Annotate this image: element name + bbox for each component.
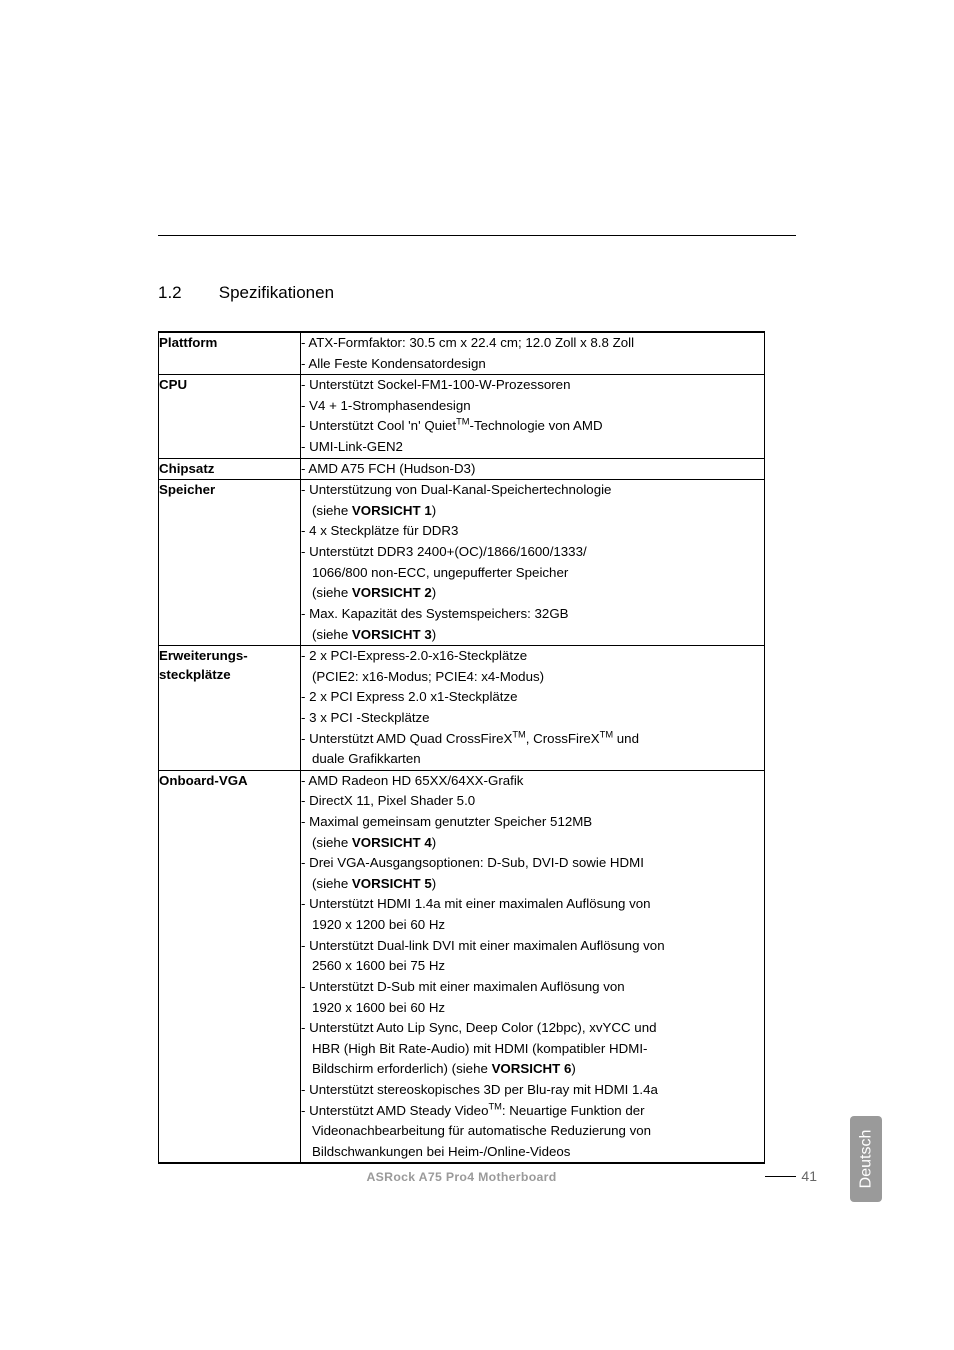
spec-value-line: (siehe VORSICHT 4): [301, 833, 764, 854]
language-tab-label: Deutsch: [857, 1130, 875, 1189]
spec-value-line: 1920 x 1600 bei 60 Hz: [301, 998, 764, 1019]
section-number: 1.2: [158, 283, 214, 303]
spec-label-cell: Chipsatz: [159, 458, 301, 480]
spec-value-line: - Unterstützt DDR3 2400+(OC)/1866/1600/1…: [301, 542, 764, 563]
spec-value-line: - Unterstützt Auto Lip Sync, Deep Color …: [301, 1018, 764, 1039]
spec-value-line: - Unterstützt stereoskopisches 3D per Bl…: [301, 1080, 764, 1101]
spec-value-line: (siehe VORSICHT 2): [301, 583, 764, 604]
spec-value-line: - 3 x PCI -Steckplätze: [301, 708, 764, 729]
spec-value-line: - AMD A75 FCH (Hudson-D3): [301, 459, 764, 480]
spec-value-line: Bildschwankungen bei Heim-/Online-Videos: [301, 1142, 764, 1163]
spec-value-line: 2560 x 1600 bei 75 Hz: [301, 956, 764, 977]
spec-value-line: - 2 x PCI-Express-2.0-x16-Steckplätze: [301, 646, 764, 667]
table-row: Chipsatz- AMD A75 FCH (Hudson-D3): [159, 458, 765, 480]
spec-value-line: - Unterstützt HDMI 1.4a mit einer maxima…: [301, 894, 764, 915]
spec-value-line: - Unterstützt Sockel-FM1-100-W-Prozessor…: [301, 375, 764, 396]
spec-value-line: (siehe VORSICHT 3): [301, 625, 764, 646]
table-row: Onboard-VGA- AMD Radeon HD 65XX/64XX-Gra…: [159, 770, 765, 1163]
spec-value-line: - ATX-Formfaktor: 30.5 cm x 22.4 cm; 12.…: [301, 333, 764, 354]
spec-value-line: - Unterstützt D-Sub mit einer maximalen …: [301, 977, 764, 998]
table-row: Plattform- ATX-Formfaktor: 30.5 cm x 22.…: [159, 332, 765, 375]
table-row: Erweiterungs-steckplätze- 2 x PCI-Expres…: [159, 646, 765, 771]
spec-value-line: - 2 x PCI Express 2.0 x1-Steckplätze: [301, 687, 764, 708]
spec-label-cell: Erweiterungs-steckplätze: [159, 646, 301, 771]
spec-value-cell: - AMD A75 FCH (Hudson-D3): [301, 458, 765, 480]
spec-label-cell: Speicher: [159, 480, 301, 646]
spec-label-cell: CPU: [159, 375, 301, 458]
spec-value-line: - Max. Kapazität des Systemspeichers: 32…: [301, 604, 764, 625]
spec-value-line: - Unterstützt AMD Quad CrossFireXTM, Cro…: [301, 729, 764, 750]
spec-value-line: - Maximal gemeinsam genutzter Speicher 5…: [301, 812, 764, 833]
spec-value-line: Bildschirm erforderlich) (siehe VORSICHT…: [301, 1059, 764, 1080]
page-footer: 41 ASRock A75 Pro4 Motherboard: [158, 1164, 765, 1184]
spec-value-line: 1920 x 1200 bei 60 Hz: [301, 915, 764, 936]
spec-value-line: - UMI-Link-GEN2: [301, 437, 764, 458]
spec-value-line: (PCIE2: x16-Modus; PCIE4: x4-Modus): [301, 667, 764, 688]
spec-value-cell: - AMD Radeon HD 65XX/64XX-Grafik- Direct…: [301, 770, 765, 1163]
spec-value-cell: - 2 x PCI-Express-2.0-x16-Steckplätze(PC…: [301, 646, 765, 771]
spec-value-line: Videonachbearbeitung für automatische Re…: [301, 1121, 764, 1142]
spec-value-line: - Drei VGA-Ausgangsoptionen: D-Sub, DVI-…: [301, 853, 764, 874]
spec-value-line: - Alle Feste Kondensatordesign: [301, 354, 764, 375]
spec-label-cell: Onboard-VGA: [159, 770, 301, 1163]
page-number: 41: [801, 1168, 817, 1184]
spec-value-line: (siehe VORSICHT 1): [301, 501, 764, 522]
spec-value-line: 1066/800 non-ECC, ungepufferter Speicher: [301, 563, 764, 584]
spec-value-line: duale Grafikkarten: [301, 749, 764, 770]
spec-value-cell: - Unterstützt Sockel-FM1-100-W-Prozessor…: [301, 375, 765, 458]
table-row: CPU- Unterstützt Sockel-FM1-100-W-Prozes…: [159, 375, 765, 458]
spec-value-cell: - ATX-Formfaktor: 30.5 cm x 22.4 cm; 12.…: [301, 332, 765, 375]
spec-value-line: - V4 + 1-Stromphasendesign: [301, 396, 764, 417]
spec-label-cell: Plattform: [159, 332, 301, 375]
spec-value-cell: - Unterstützung von Dual-Kanal-Speichert…: [301, 480, 765, 646]
spec-value-line: - Unterstützt AMD Steady VideoTM: Neuart…: [301, 1101, 764, 1122]
spec-table: Plattform- ATX-Formfaktor: 30.5 cm x 22.…: [158, 331, 765, 1164]
document-page: 1.2 Spezifikationen Plattform- ATX-Formf…: [0, 0, 954, 1350]
spec-value-line: - Unterstützt Dual-link DVI mit einer ma…: [301, 936, 764, 957]
footer-product-name: ASRock A75 Pro4 Motherboard: [158, 1164, 765, 1184]
spec-value-line: (siehe VORSICHT 5): [301, 874, 764, 895]
footer-rule: [765, 1176, 796, 1177]
spec-value-line: - Unterstützt Cool 'n' QuietTM-Technolog…: [301, 416, 764, 437]
language-tab: Deutsch: [850, 1116, 882, 1202]
spec-value-line: - Unterstützung von Dual-Kanal-Speichert…: [301, 480, 764, 501]
section-heading: 1.2 Spezifikationen: [158, 283, 796, 303]
spec-value-line: HBR (High Bit Rate-Audio) mit HDMI (komp…: [301, 1039, 764, 1060]
spec-value-line: - 4 x Steckplätze für DDR3: [301, 521, 764, 542]
section-title: Spezifikationen: [219, 283, 334, 302]
spec-value-line: - DirectX 11, Pixel Shader 5.0: [301, 791, 764, 812]
table-row: Speicher- Unterstützung von Dual-Kanal-S…: [159, 480, 765, 646]
spec-value-line: - AMD Radeon HD 65XX/64XX-Grafik: [301, 771, 764, 792]
header-rule: [158, 235, 796, 236]
